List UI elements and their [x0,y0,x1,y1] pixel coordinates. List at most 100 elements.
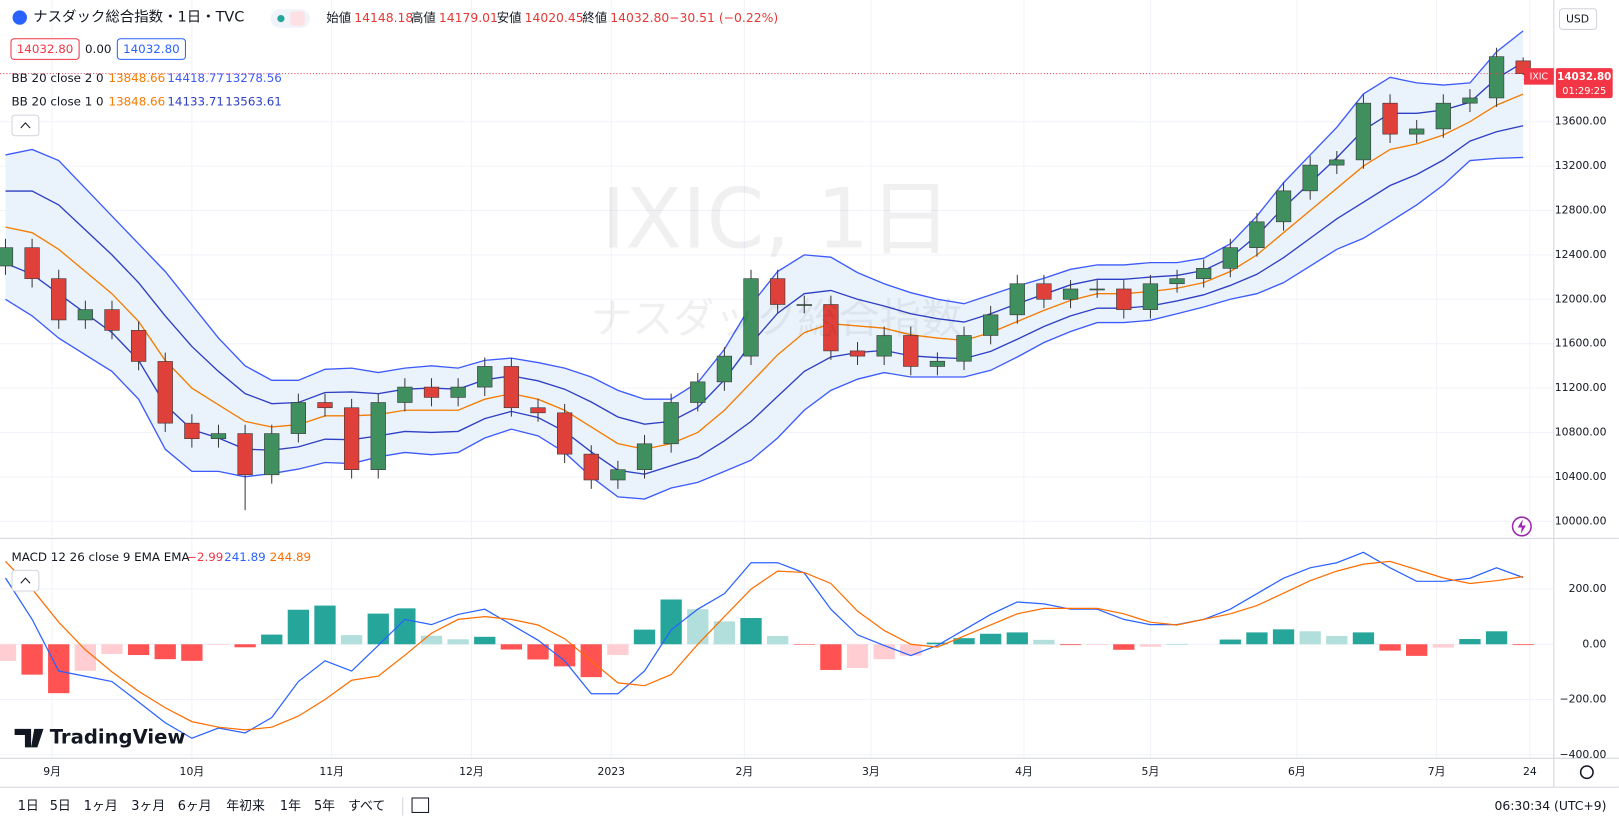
sell-price: 14032.80 [17,42,74,56]
y-tick-label: 10400.00 [1555,470,1607,483]
candle-body [876,335,892,357]
candle-body [0,247,14,267]
candle-body [290,402,306,434]
candle-body [929,360,946,367]
indicator-line [5,156,1524,500]
candle-body [104,309,120,331]
ohlc-label: 始値 [326,10,351,25]
ohlc-label: 安値 [497,10,522,25]
y-tick-label: 12800.00 [1555,203,1607,216]
y-tick-label: 13200.00 [1555,159,1607,172]
macd-value: 244.89 [270,550,312,564]
histogram-bar [367,613,389,645]
candle-body [1355,102,1372,161]
candle-body [690,381,706,403]
x-tick-label: 6月 [1288,765,1306,778]
range-button[interactable]: 3ヶ月 [131,799,165,814]
histogram-bar [873,644,895,660]
candle-body [610,469,626,481]
candle-body [51,278,67,321]
ohlc-label: 終値 [582,10,607,25]
band-fill [5,30,1524,500]
macd-line [5,560,1524,731]
range-button[interactable]: 6ヶ月 [178,799,212,814]
histogram-bar [207,644,230,646]
histogram-bar [101,644,123,654]
histogram-bar [1352,632,1375,645]
range-button[interactable]: 年初来 [226,799,265,814]
histogram-bar [500,644,523,650]
collapse-button[interactable] [11,569,40,592]
candle-body [477,366,493,388]
x-tick-label: 5月 [1142,765,1160,778]
calendar-button[interactable] [411,797,430,813]
indicator-value: 13563.61 [225,95,282,109]
y-tick-label: 10000.00 [1555,514,1607,527]
histogram-bar [74,644,97,671]
candle-body [663,402,679,445]
bolt-icon [1517,519,1526,534]
macd-value: −2.99 [187,550,223,564]
candle-body [1142,283,1159,310]
histogram-bar [527,644,549,660]
candle-body [370,402,386,470]
histogram-bar [633,629,656,645]
histogram-bar [926,642,949,645]
macd-line [4,551,1524,739]
collapse-button[interactable] [11,114,40,137]
currency: USD [1566,13,1589,26]
histogram-bar [1219,639,1241,645]
candle-body [184,422,200,440]
histogram-bar [846,644,869,669]
currency-button[interactable] [1558,8,1598,30]
delayed-icon [290,11,305,26]
candle-body [77,309,93,321]
x-tick-label: 24 [1523,765,1537,778]
candle-body [264,433,280,476]
candle-body [743,278,759,357]
histogram-bar [474,636,496,645]
change: −30.51 (−0.22%) [669,11,778,25]
candle-body [983,314,999,336]
histogram-bar [953,638,975,645]
x-tick-label: 12月 [459,765,484,778]
indicator-line [5,30,1524,400]
histogram-bar [1246,632,1268,645]
candle-body [503,366,520,409]
range-button[interactable]: 5年 [314,799,335,814]
candle-body [397,386,413,403]
symbol-tag [1523,68,1554,85]
range-button[interactable]: 1ヶ月 [84,799,118,814]
range-button[interactable]: 5日 [50,799,71,814]
range-button[interactable]: すべて [348,799,385,814]
market-open-dot [277,14,285,23]
histogram-bar [607,644,629,656]
indicator-name: BB 20 close 1 0 [12,95,104,109]
y-tick-label: −400.00 [1559,748,1606,761]
candle-body [423,386,440,398]
range-button[interactable]: 1年 [280,799,301,814]
indicator-value: 13848.66 [109,95,166,109]
candle-body [1382,102,1398,135]
candle-body [157,361,173,424]
x-tick-label: 3月 [862,765,880,778]
settings-button[interactable] [1579,765,1594,780]
candle-body [24,247,40,279]
candle-body [823,304,839,352]
candle-body [1462,97,1478,104]
range-button[interactable]: 1日 [18,799,39,814]
watermark-symbol: IXIC, 1日 [601,172,952,268]
buy-box[interactable] [116,38,186,60]
histogram-bar [553,644,576,667]
x-tick-label: 2023 [597,765,625,778]
indicator-line [5,61,1524,425]
logo-text: TradingView [50,726,186,749]
clock: 06:30:34 (UTC+9) [1495,799,1607,813]
candle-body [1222,247,1238,269]
candle-body [1169,278,1185,285]
candle-body [557,412,573,455]
indicator-name: BB 20 close 2 0 [12,71,104,85]
sell-box[interactable] [10,38,80,60]
buy-price: 14032.80 [123,42,180,56]
symbol-title: ナスダック総合指数・1日・TVC [33,9,244,26]
